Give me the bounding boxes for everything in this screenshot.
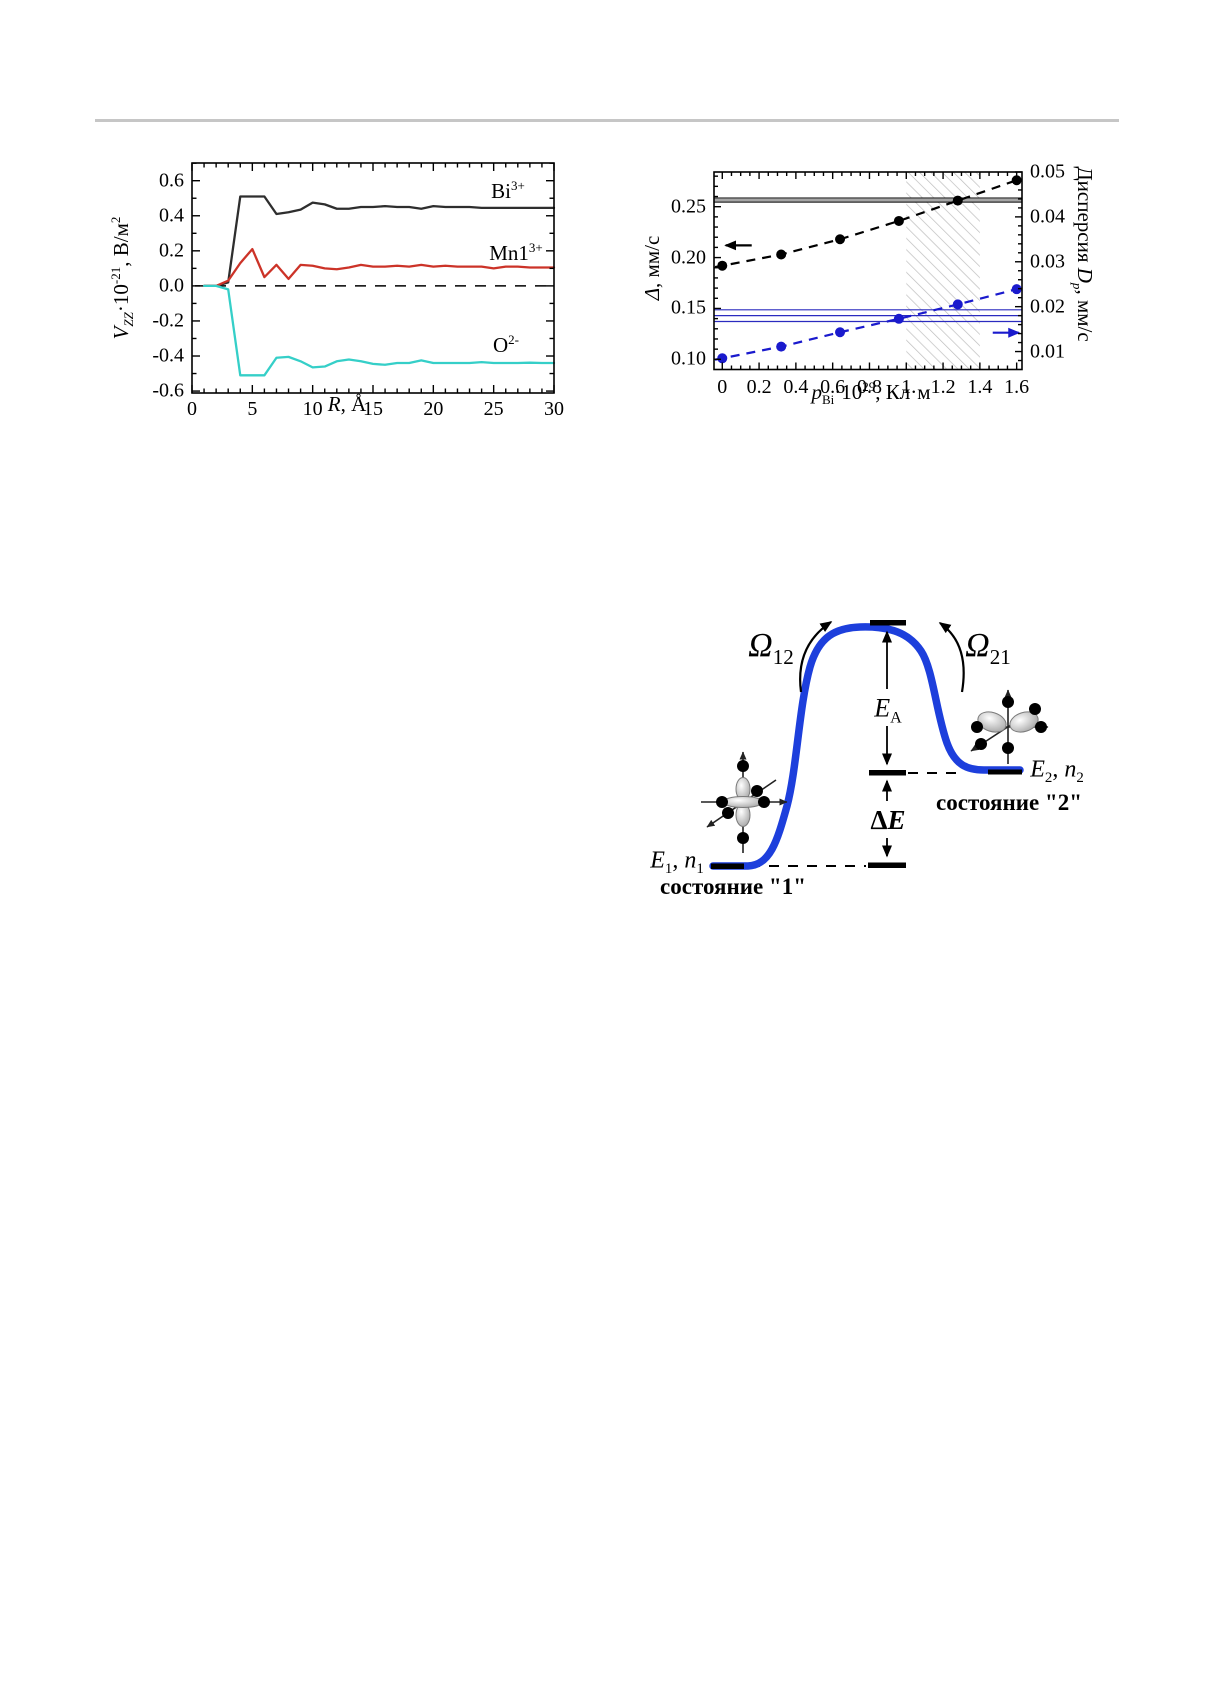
data-point-Delta	[717, 260, 728, 271]
data-point-Dp	[893, 313, 904, 324]
chart-delta-dispersion	[713, 171, 1023, 371]
level2-bar	[988, 769, 1022, 775]
data-point-Dp	[1011, 284, 1022, 295]
hatched-region	[906, 172, 980, 370]
level1-middle-bar	[868, 862, 906, 868]
series-line-Bi3+	[202, 195, 556, 288]
data-point-Delta	[893, 215, 904, 226]
series-line-O2-	[202, 284, 556, 377]
orbital2-left-lobe	[977, 711, 1007, 733]
orbital-state1	[701, 751, 788, 853]
orbital-state2	[970, 689, 1049, 764]
data-point-Dp	[952, 299, 963, 310]
orbital2-right-lobe	[1009, 711, 1039, 733]
level2-middle-bar	[869, 770, 906, 776]
trend-line-Dp	[714, 286, 1022, 361]
data-point-Delta	[1011, 175, 1022, 186]
data-point-Delta	[952, 195, 963, 206]
series-line-Mn13+	[202, 247, 556, 288]
level1-bar	[711, 863, 744, 869]
data-point-Dp	[776, 341, 787, 352]
orbital1-ring	[722, 796, 764, 808]
barrier-top-level-bar	[870, 620, 906, 626]
data-point-Dp	[717, 353, 728, 364]
omega21-curved-arrow	[938, 622, 965, 693]
page-divider-line	[95, 119, 1119, 122]
omega12-curved-arrow	[799, 621, 833, 693]
data-point-Dp	[835, 327, 846, 338]
orbital1-ligand-atoms	[716, 760, 770, 844]
chart-vzz-vs-r	[191, 162, 556, 394]
energy-barrier-diagram	[701, 620, 1049, 870]
data-point-Delta	[776, 249, 787, 260]
orbital2-ligand-atoms	[971, 696, 1047, 754]
barrier-curve	[709, 623, 1024, 870]
data-point-Delta	[835, 234, 846, 245]
trend-line-Delta	[714, 177, 1022, 269]
